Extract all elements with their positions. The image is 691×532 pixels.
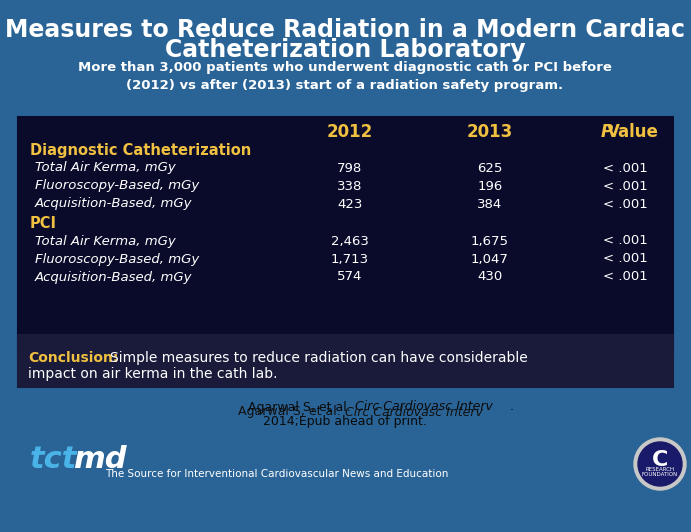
Text: Diagnostic Catheterization: Diagnostic Catheterization <box>30 143 252 157</box>
Text: < .001: < .001 <box>603 179 647 193</box>
Text: 384: 384 <box>477 197 502 211</box>
Text: 196: 196 <box>477 179 502 193</box>
Text: < .001: < .001 <box>603 270 647 284</box>
Text: tct: tct <box>30 445 77 475</box>
Text: 1,713: 1,713 <box>331 253 369 265</box>
Bar <box>18 335 673 387</box>
Text: Measures to Reduce Radiation in a Modern Cardiac: Measures to Reduce Radiation in a Modern… <box>5 18 685 42</box>
Text: Conclusion:: Conclusion: <box>28 351 118 365</box>
Text: 2014;Epub ahead of print.: 2014;Epub ahead of print. <box>263 415 427 428</box>
Text: 2012: 2012 <box>327 123 373 141</box>
Text: < .001: < .001 <box>603 253 647 265</box>
Text: Simple measures to reduce radiation can have considerable: Simple measures to reduce radiation can … <box>110 351 528 365</box>
Text: Circ Cardiovasc Interv: Circ Cardiovasc Interv <box>355 401 493 413</box>
Text: The Source for Interventional Cardiovascular News and Education: The Source for Interventional Cardiovasc… <box>105 469 448 479</box>
Text: PCI: PCI <box>30 217 57 231</box>
Text: Acquisition-Based, mGy: Acquisition-Based, mGy <box>35 270 193 284</box>
Circle shape <box>638 442 682 486</box>
Circle shape <box>634 438 686 490</box>
Text: impact on air kerma in the cath lab.: impact on air kerma in the cath lab. <box>28 367 278 381</box>
Text: Acquisition-Based, mGy: Acquisition-Based, mGy <box>35 197 193 211</box>
Text: Agarwal S, et al.: Agarwal S, et al. <box>238 405 345 419</box>
Bar <box>18 117 673 357</box>
Text: < .001: < .001 <box>603 235 647 247</box>
Text: 338: 338 <box>337 179 363 193</box>
Text: 1,675: 1,675 <box>471 235 509 247</box>
Text: Fluoroscopy-Based, mGy: Fluoroscopy-Based, mGy <box>35 179 199 193</box>
Text: 2,463: 2,463 <box>331 235 369 247</box>
Text: < .001: < .001 <box>603 197 647 211</box>
Text: < .001: < .001 <box>603 162 647 174</box>
Text: RESEARCH
FOUNDATION: RESEARCH FOUNDATION <box>642 467 678 477</box>
Text: md: md <box>73 445 126 475</box>
Text: Value: Value <box>607 123 659 141</box>
Text: .: . <box>510 401 514 413</box>
Text: Catheterization Laboratory: Catheterization Laboratory <box>164 38 525 62</box>
Text: 798: 798 <box>337 162 363 174</box>
Text: Total Air Kerma, mGy: Total Air Kerma, mGy <box>35 235 176 247</box>
Text: 1,047: 1,047 <box>471 253 509 265</box>
Text: Agarwal S, et al.: Agarwal S, et al. <box>248 401 354 413</box>
Text: 2013: 2013 <box>467 123 513 141</box>
Text: Total Air Kerma, mGy: Total Air Kerma, mGy <box>35 162 176 174</box>
Text: P: P <box>601 123 613 141</box>
Text: More than 3,000 patients who underwent diagnostic cath or PCI before
(2012) vs a: More than 3,000 patients who underwent d… <box>78 62 612 93</box>
Text: 423: 423 <box>337 197 363 211</box>
Text: Fluoroscopy-Based, mGy: Fluoroscopy-Based, mGy <box>35 253 199 265</box>
Text: 625: 625 <box>477 162 502 174</box>
Text: 574: 574 <box>337 270 363 284</box>
Text: Circ Cardiovasc Interv: Circ Cardiovasc Interv <box>345 405 483 419</box>
Text: C: C <box>652 450 668 470</box>
Text: 430: 430 <box>477 270 502 284</box>
